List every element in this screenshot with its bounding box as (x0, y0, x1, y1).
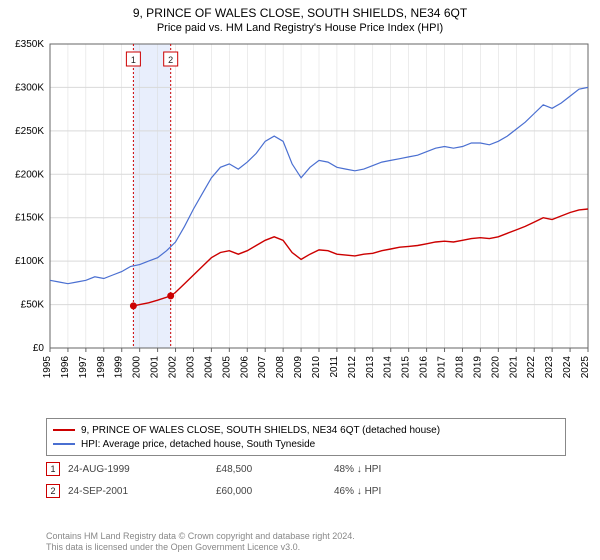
svg-text:1995: 1995 (42, 356, 53, 379)
svg-text:2024: 2024 (562, 356, 573, 379)
svg-text:2025: 2025 (580, 356, 591, 379)
chart-svg: £0 £50K £100K £150K £200K £250K £300K £350K 1995… (0, 40, 600, 410)
svg-text:1996: 1996 (60, 356, 71, 379)
sale-price: £60,000 (216, 486, 326, 497)
svg-text:2005: 2005 (221, 356, 232, 379)
legend: 9, PRINCE OF WALES CLOSE, SOUTH SHIELDS,… (46, 418, 566, 456)
sale-price: £48,500 (216, 464, 326, 475)
svg-text:2002: 2002 (168, 356, 179, 379)
svg-text:2009: 2009 (293, 356, 304, 379)
svg-text:£300K: £300K (15, 82, 44, 93)
chart-title: 9, PRINCE OF WALES CLOSE, SOUTH SHIELDS,… (0, 0, 600, 20)
svg-text:1997: 1997 (78, 356, 89, 379)
legend-swatch (53, 443, 75, 445)
footer-line: Contains HM Land Registry data © Crown c… (46, 531, 355, 543)
sale-date: 24-AUG-1999 (68, 464, 208, 475)
svg-text:2023: 2023 (544, 356, 555, 379)
sale-marker: 2 (46, 484, 60, 498)
svg-text:2019: 2019 (472, 356, 483, 379)
svg-text:2021: 2021 (508, 356, 519, 379)
legend-swatch (53, 429, 75, 431)
svg-text:2006: 2006 (239, 356, 250, 379)
svg-text:2022: 2022 (526, 356, 537, 379)
svg-text:£150K: £150K (15, 213, 44, 224)
svg-text:2016: 2016 (419, 356, 430, 379)
legend-label: HPI: Average price, detached house, Sout… (81, 439, 315, 450)
svg-text:2007: 2007 (257, 356, 268, 379)
legend-label: 9, PRINCE OF WALES CLOSE, SOUTH SHIELDS,… (81, 425, 440, 436)
svg-text:2010: 2010 (311, 356, 322, 379)
svg-text:£100K: £100K (15, 256, 44, 267)
svg-text:2017: 2017 (437, 356, 448, 379)
legend-item: HPI: Average price, detached house, Sout… (53, 437, 559, 451)
svg-text:2015: 2015 (401, 356, 412, 379)
chart-area: £0 £50K £100K £150K £200K £250K £300K £350K 1995… (0, 40, 600, 410)
sale-marker: 1 (46, 462, 60, 476)
svg-text:2012: 2012 (347, 356, 358, 379)
footer-line: This data is licensed under the Open Gov… (46, 542, 355, 554)
svg-text:£0: £0 (33, 343, 45, 354)
svg-text:2014: 2014 (383, 356, 394, 379)
svg-text:£200K: £200K (15, 169, 44, 180)
svg-text:1999: 1999 (114, 356, 125, 379)
svg-text:1: 1 (131, 55, 136, 65)
svg-text:£50K: £50K (21, 300, 45, 311)
svg-text:1998: 1998 (96, 356, 107, 379)
svg-text:2: 2 (168, 55, 173, 65)
svg-text:2003: 2003 (185, 356, 196, 379)
footer: Contains HM Land Registry data © Crown c… (46, 531, 355, 554)
svg-text:2008: 2008 (275, 356, 286, 379)
legend-item: 9, PRINCE OF WALES CLOSE, SOUTH SHIELDS,… (53, 423, 559, 437)
svg-text:2004: 2004 (203, 356, 214, 379)
svg-text:£250K: £250K (15, 126, 44, 137)
svg-text:2000: 2000 (132, 356, 143, 379)
svg-text:£350K: £350K (15, 40, 44, 50)
svg-text:2011: 2011 (329, 356, 340, 378)
sales-row: 2 24-SEP-2001 £60,000 46% ↓ HPI (46, 480, 454, 502)
sale-date: 24-SEP-2001 (68, 486, 208, 497)
svg-text:2001: 2001 (150, 356, 161, 379)
sales-row: 1 24-AUG-1999 £48,500 48% ↓ HPI (46, 458, 454, 480)
sales-table: 1 24-AUG-1999 £48,500 48% ↓ HPI 2 24-SEP… (46, 458, 454, 502)
svg-text:2020: 2020 (490, 356, 501, 379)
svg-text:2018: 2018 (454, 356, 465, 379)
chart-subtitle: Price paid vs. HM Land Registry's House … (0, 20, 600, 34)
sale-diff: 46% ↓ HPI (334, 486, 454, 497)
sale-diff: 48% ↓ HPI (334, 464, 454, 475)
svg-text:2013: 2013 (365, 356, 376, 379)
